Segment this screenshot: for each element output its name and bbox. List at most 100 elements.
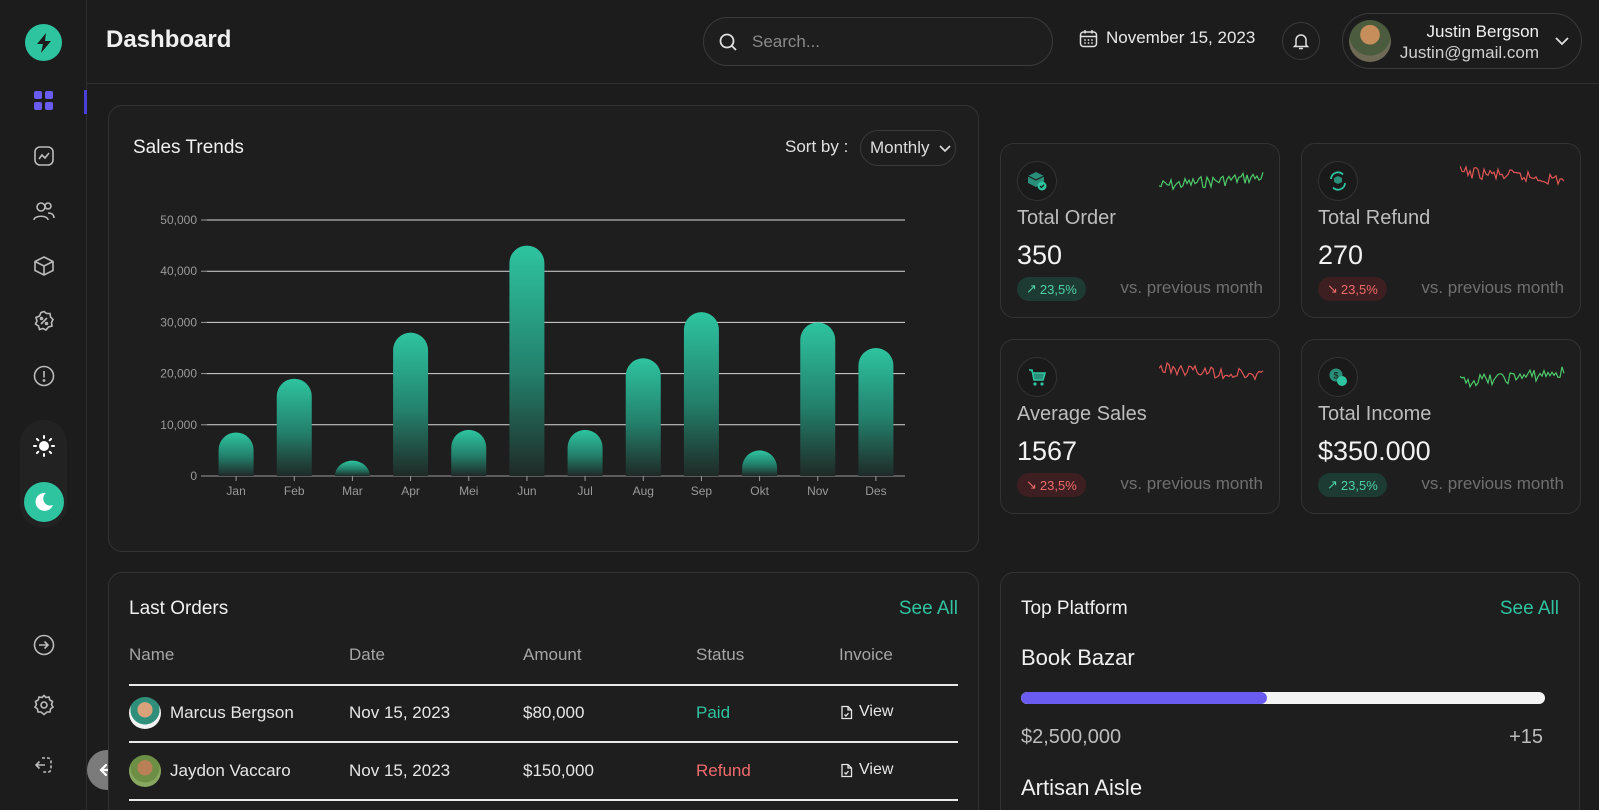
column-header-date: Date (349, 645, 385, 664)
sidebar-active-indicator (84, 90, 87, 114)
order-amount: $150,000 (523, 761, 594, 780)
bar-des[interactable] (858, 348, 894, 476)
document-icon (841, 763, 853, 777)
sparkline-total-income (1460, 366, 1565, 389)
sidebar-item-sign-out[interactable] (30, 751, 58, 779)
sidebar-item-customers[interactable] (30, 197, 58, 225)
stat-change-badge: ↘ 23,5% (1318, 277, 1387, 301)
refund-icon (1318, 161, 1358, 201)
sidebar-item-reports[interactable] (30, 362, 58, 390)
stat-card-average-sales: Average Sales 1567 ↘ 23,5% vs. previous m… (1000, 339, 1280, 514)
bar-aug[interactable] (625, 358, 661, 476)
order-name: Jaydon Vaccaro (170, 761, 291, 780)
x-tick-label: Jun (517, 484, 536, 498)
stat-label: Average Sales (1017, 403, 1147, 425)
search-box (703, 17, 1053, 66)
bar-mei[interactable] (451, 429, 487, 476)
sales-bar-chart: 0 10,000 20,000 30,000 40,000 50,000 Jan Feb Mar… (160, 213, 905, 498)
column-header-status: Status (696, 645, 745, 664)
invoice-view-link[interactable]: View (839, 703, 893, 721)
bell-icon (1292, 34, 1310, 50)
arrow-circle-right-icon (33, 634, 55, 656)
profile-email: Justin@gmail.com (1399, 43, 1539, 62)
sort-label: Sort by : (785, 137, 849, 156)
dark-mode-button[interactable] (24, 482, 64, 522)
bar-sep[interactable] (683, 312, 719, 476)
stat-compare: vs. previous month (1120, 474, 1263, 493)
stat-change: 23,5% (1039, 477, 1077, 493)
light-mode-button[interactable] (24, 426, 64, 466)
x-tick-label: Feb (284, 484, 305, 498)
avatar (129, 755, 161, 787)
notifications-button[interactable] (1282, 22, 1320, 60)
invoice-view-link[interactable]: View (839, 761, 893, 779)
bar-jun[interactable] (509, 245, 545, 476)
order-date: Nov 15, 2023 (349, 761, 451, 780)
x-tick-label: Mar (342, 484, 363, 498)
order-name: Marcus Bergson (170, 703, 294, 722)
sidebar-item-logout-arrow[interactable] (30, 631, 58, 659)
stat-value: 350 (1017, 240, 1063, 270)
bar-mar[interactable] (334, 460, 370, 476)
invoice-view-label: View (859, 761, 894, 778)
orders-see-all-link[interactable]: See All (898, 598, 958, 619)
x-tick-label: Aug (633, 484, 654, 498)
sidebar-item-products[interactable] (30, 252, 58, 280)
bar-okt[interactable] (742, 450, 778, 476)
avatar (1349, 20, 1391, 62)
trend-down-icon: ↘ (1026, 477, 1037, 492)
sign-out-icon (34, 757, 52, 773)
chart-trend-icon (34, 146, 54, 166)
chevron-down-icon (1555, 37, 1569, 46)
y-tick-label: 40,000 (160, 264, 197, 278)
sparkline-total-order (1159, 171, 1264, 192)
sidebar-item-analytics[interactable] (30, 142, 58, 170)
platform-amount: $2,500,000 (1021, 726, 1122, 748)
document-icon (841, 705, 853, 719)
x-tick-label: Nov (807, 484, 828, 498)
order-status: Paid (696, 703, 731, 722)
y-tick-label: 30,000 (160, 315, 197, 329)
table-divider (129, 741, 958, 743)
lightning-icon (36, 32, 51, 53)
bar-apr[interactable] (393, 332, 429, 476)
column-header-amount: Amount (523, 645, 582, 664)
platform-delta: +15 (1509, 726, 1543, 748)
stat-compare: vs. previous month (1421, 278, 1564, 297)
table-row[interactable]: Marcus Bergson Nov 15, 2023 $80,000 Paid… (129, 685, 958, 741)
stat-card-total-income: $ Total Income $350.000 ↗ 23,5% vs. previ… (1301, 339, 1581, 514)
profile-menu[interactable]: Justin Bergson Justin@gmail.com (1342, 13, 1582, 69)
date-text: November 15, 2023 (1106, 28, 1256, 47)
sidebar-item-offers[interactable] (30, 307, 58, 335)
box-icon (34, 256, 54, 276)
stat-change: 23,5% (1340, 477, 1378, 493)
bar-jul[interactable] (567, 429, 603, 476)
sort-select-value: Monthly (870, 138, 930, 157)
sort-select[interactable]: Monthly (860, 130, 956, 166)
table-row[interactable]: Jaydon Vaccaro Nov 15, 2023 $150,000 Ref… (129, 743, 958, 799)
logo[interactable] (25, 24, 62, 61)
column-header-name: Name (129, 645, 175, 664)
svg-text:$: $ (1333, 371, 1338, 381)
search-input[interactable] (752, 30, 1032, 54)
x-tick-label: Des (865, 484, 886, 498)
platform-name: Book Bazar (1021, 645, 1135, 670)
y-tick-label: 50,000 (160, 213, 197, 227)
sales-trends-title: Sales Trends (133, 137, 244, 158)
theme-toggle (20, 420, 67, 528)
y-tick-label: 0 (190, 469, 197, 483)
discount-badge-icon (34, 310, 54, 331)
stat-compare: vs. previous month (1120, 278, 1263, 297)
stat-change-badge: ↘ 23,5% (1017, 473, 1086, 497)
page-title: Dashboard (106, 26, 232, 53)
bar-feb[interactable] (276, 378, 312, 476)
date-display[interactable]: November 15, 2023 (1079, 28, 1255, 48)
sidebar-item-settings[interactable] (30, 691, 58, 719)
grid-icon (34, 91, 53, 110)
users-icon (33, 202, 55, 221)
bar-jan[interactable] (218, 432, 254, 476)
sidebar-item-dashboard[interactable] (30, 87, 58, 115)
platform-see-all-link[interactable]: See All (1499, 598, 1559, 619)
bar-nov[interactable] (800, 322, 836, 476)
